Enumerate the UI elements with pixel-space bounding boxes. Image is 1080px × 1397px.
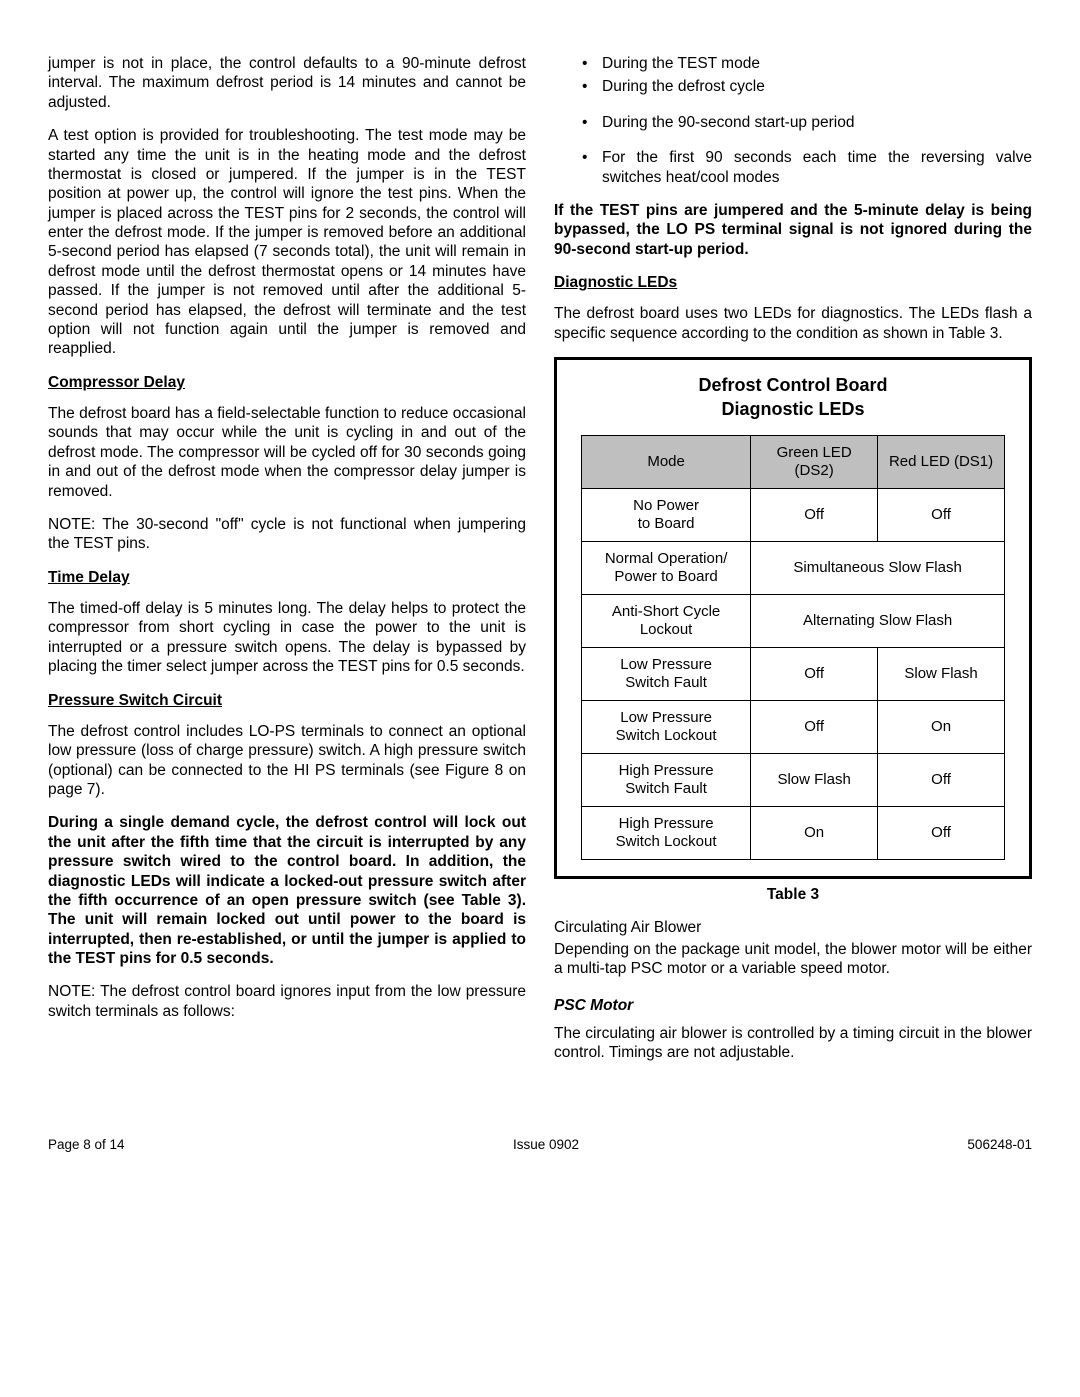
table-cell-mode: Low PressureSwitch Fault xyxy=(582,647,751,700)
list-item: During the defrost cycle xyxy=(582,77,1032,96)
table-cell-mode: No Powerto Board xyxy=(582,488,751,541)
table-cell-green: Slow Flash xyxy=(751,753,878,806)
para: Depending on the package unit model, the… xyxy=(554,940,1032,979)
table-cell-mode: Normal Operation/Power to Board xyxy=(582,541,751,594)
table-cell-green: Off xyxy=(751,488,878,541)
table-cell-mode: Low PressureSwitch Lockout xyxy=(582,700,751,753)
heading-time-delay: Time Delay xyxy=(48,568,526,587)
table-cell-merged: Alternating Slow Flash xyxy=(751,594,1005,647)
table-cell-mode: Anti-Short CycleLockout xyxy=(582,594,751,647)
table-cell-red: Slow Flash xyxy=(878,647,1005,700)
heading-compressor-delay: Compressor Delay xyxy=(48,373,526,392)
heading-pressure-switch: Pressure Switch Circuit xyxy=(48,691,526,710)
para-bold: If the TEST pins are jumpered and the 5-… xyxy=(554,201,1032,259)
diagnostic-table-box: Defrost Control Board Diagnostic LEDs Mo… xyxy=(554,357,1032,879)
para: NOTE: The 30-second "off" cycle is not f… xyxy=(48,515,526,554)
table-title-l1: Defrost Control Board xyxy=(699,375,888,395)
para: jumper is not in place, the control defa… xyxy=(48,54,526,112)
th-green: Green LED (DS2) xyxy=(751,435,878,488)
table-cell-green: On xyxy=(751,806,878,859)
th-red: Red LED (DS1) xyxy=(878,435,1005,488)
th-mode: Mode xyxy=(582,435,751,488)
table-cell-red: Off xyxy=(878,488,1005,541)
para: The defrost board uses two LEDs for diag… xyxy=(554,304,1032,343)
footer-left: Page 8 of 14 xyxy=(48,1137,125,1154)
table-cell-red: On xyxy=(878,700,1005,753)
table-title-l2: Diagnostic LEDs xyxy=(721,399,864,419)
para: A test option is provided for troublesho… xyxy=(48,126,526,359)
table-title: Defrost Control Board Diagnostic LEDs xyxy=(581,374,1005,421)
footer-center: Issue 0902 xyxy=(513,1137,579,1154)
page-footer: Page 8 of 14 Issue 0902 506248-01 xyxy=(48,1137,1032,1154)
table-cell-merged: Simultaneous Slow Flash xyxy=(751,541,1005,594)
para-bold: During a single demand cycle, the defros… xyxy=(48,813,526,968)
table-caption: Table 3 xyxy=(554,885,1032,904)
subhead-blower: Circulating Air Blower xyxy=(554,918,1032,937)
bullet-list: During the TEST mode During the defrost … xyxy=(554,54,1032,187)
para: The circulating air blower is controlled… xyxy=(554,1024,1032,1063)
list-item: During the TEST mode xyxy=(582,54,1032,73)
diagnostic-table: Mode Green LED (DS2) Red LED (DS1) No Po… xyxy=(581,435,1005,860)
para: The defrost control includes LO-PS termi… xyxy=(48,722,526,800)
list-item: For the first 90 seconds each time the r… xyxy=(582,148,1032,187)
table-body: No Powerto BoardOffOffNormal Operation/P… xyxy=(582,488,1005,859)
table-cell-green: Off xyxy=(751,647,878,700)
table-cell-mode: High PressureSwitch Lockout xyxy=(582,806,751,859)
table-cell-red: Off xyxy=(878,806,1005,859)
table-cell-red: Off xyxy=(878,753,1005,806)
list-item: During the 90-second start-up period xyxy=(582,113,1032,132)
heading-diagnostic-leds: Diagnostic LEDs xyxy=(554,273,1032,292)
footer-right: 506248-01 xyxy=(967,1137,1032,1154)
left-column: jumper is not in place, the control defa… xyxy=(48,54,526,1077)
table-cell-green: Off xyxy=(751,700,878,753)
table-cell-mode: High PressureSwitch Fault xyxy=(582,753,751,806)
heading-psc-motor: PSC Motor xyxy=(554,996,1032,1015)
right-column: During the TEST mode During the defrost … xyxy=(554,54,1032,1077)
para: The timed-off delay is 5 minutes long. T… xyxy=(48,599,526,677)
para: NOTE: The defrost control board ignores … xyxy=(48,982,526,1021)
para: The defrost board has a field-selectable… xyxy=(48,404,526,501)
two-column-layout: jumper is not in place, the control defa… xyxy=(48,54,1032,1077)
